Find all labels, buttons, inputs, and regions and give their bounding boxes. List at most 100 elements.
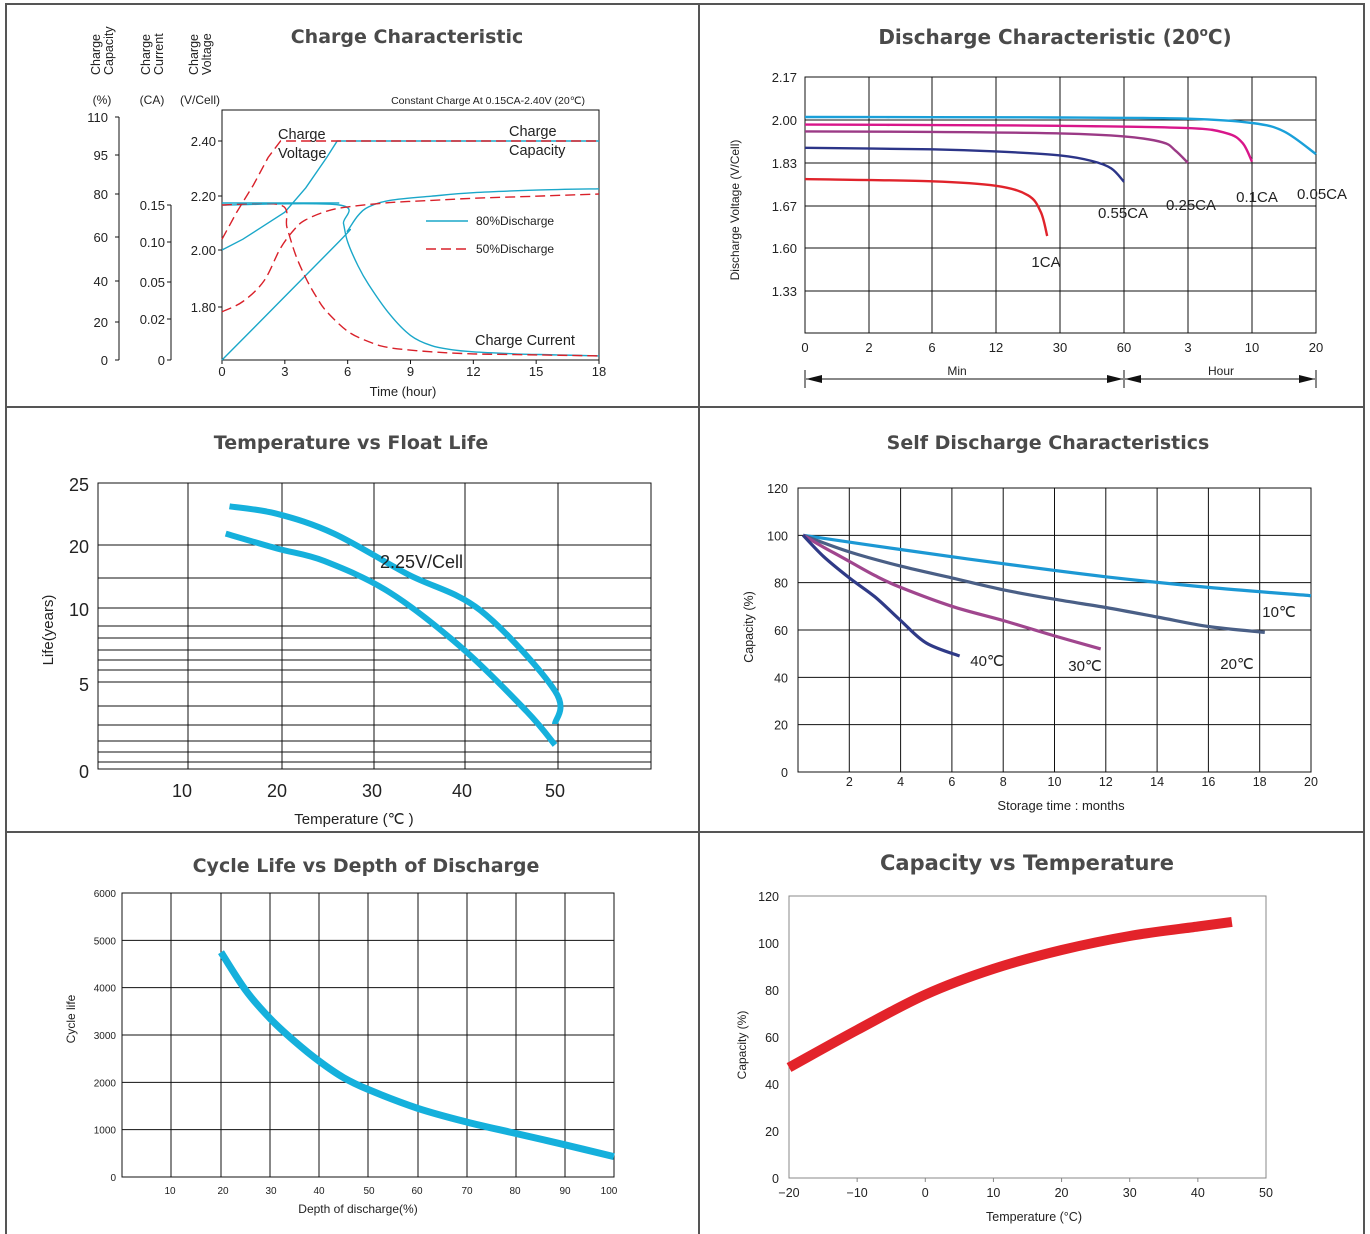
x-tick-label: 9 (407, 364, 414, 379)
x-tick-label: 2 (846, 775, 853, 789)
title-end: C) (1208, 25, 1232, 49)
x-tick-label: 4 (897, 775, 904, 789)
ylabel: Life(years) (40, 595, 57, 666)
x-tick-label: 70 (461, 1186, 473, 1197)
x-tick-label: 2 (865, 340, 872, 355)
x-tick-label: 40 (1191, 1186, 1205, 1200)
x-tick-label: 6 (948, 775, 955, 789)
axis-name-line: Charge (139, 34, 153, 75)
y-tick-label: 10 (69, 600, 89, 620)
x-tick-label: 50 (363, 1186, 375, 1197)
series-label: 30℃ (1068, 658, 1102, 675)
capacity-tick-label: 80 (94, 187, 108, 202)
series-line (786, 916, 1233, 1072)
x-tick-label: 0 (922, 1186, 929, 1200)
float-life-chart: Temperature vs Float Life Life(years) Te… (40, 432, 652, 828)
unit-current: (CA) (140, 93, 165, 107)
y-tick-label: 0 (772, 1172, 779, 1186)
title-main: Discharge Characteristic (20 (878, 25, 1199, 49)
series-line (804, 123, 1254, 163)
cycle-series (218, 950, 615, 1161)
series-label: 0.25CA (1166, 197, 1216, 214)
series-line (804, 130, 1189, 164)
arrow-head (1299, 375, 1315, 383)
arrow-head (806, 375, 822, 383)
x-tick-label: 18 (592, 364, 606, 379)
x-tick-label: 0 (801, 340, 808, 355)
capacity-temperature-chart: Capacity vs Temperature Capacity (%) Tem… (735, 851, 1273, 1224)
x-tick-label: 12 (1099, 775, 1113, 789)
series-line (221, 140, 599, 240)
y-tick-label: 5 (79, 675, 89, 695)
x-tick-label: 20 (267, 781, 287, 801)
x-tick-label: 50 (545, 781, 565, 801)
y-tick-label: 0 (110, 1173, 116, 1184)
ylabel: Cycle life (64, 994, 78, 1043)
range-label-min: Min (947, 364, 966, 378)
y-tick-label: 1000 (94, 1126, 117, 1137)
voltage-tick-label: 1.80 (191, 300, 216, 315)
x-tick-label: 10 (1245, 340, 1259, 355)
voltage-tick-label: 2.00 (191, 243, 216, 258)
xlabel: Temperature (°C) (986, 1210, 1082, 1224)
y-tick-label: 3000 (94, 1031, 117, 1042)
self-discharge-chart: Self Discharge Characteristics Capacity … (742, 432, 1318, 813)
condition-note: Constant Charge At 0.15CA-2.40V (20℃) (391, 95, 585, 107)
axis-name-2: ChargeVoltage (187, 33, 214, 75)
series-label: 0.1CA (1236, 189, 1278, 206)
x-tick-label: 6 (344, 364, 351, 379)
annotation-label: 2.25V/Cell (380, 552, 463, 572)
y-tick-label: 80 (765, 984, 779, 998)
title-degree: o (1200, 25, 1208, 39)
x-tick-label: 60 (1117, 340, 1131, 355)
arrow-head (1107, 375, 1123, 383)
self-axes: 120 100 80 60 40 20 0 2 4 6 8 10 12 14 16 18 20 (767, 482, 1318, 789)
voltage-tick-label: 2.40 (191, 134, 216, 149)
x-tick-label: 10 (1048, 775, 1062, 789)
plot-frame (221, 109, 600, 360)
cycle-axes: 6000 5000 4000 3000 2000 1000 0 10 20 30 40 50 60 70 8… (94, 889, 618, 1197)
series-label: 40℃ (970, 653, 1004, 670)
y-tick-label: 120 (767, 482, 788, 496)
axis-name-line: Current (152, 33, 166, 75)
series-line (221, 202, 600, 357)
unit-voltage: (V/Cell) (180, 93, 220, 107)
charge-annotations: Charge Voltage Charge Capacity Charge Curren… (278, 124, 575, 349)
y-tick-label: 1.67 (772, 199, 797, 214)
xlabel: Depth of discharge(%) (298, 1202, 417, 1216)
y-tick-label: 1.60 (772, 241, 797, 256)
annotation-charge-voltage: Charge Voltage (278, 127, 326, 162)
y-tick-label: 80 (774, 577, 788, 591)
current-tick-label: 0.15 (140, 198, 165, 213)
x-tick-label: 6 (928, 340, 935, 355)
capacity-tick-label: 20 (94, 315, 108, 330)
series-label: 20℃ (1220, 656, 1254, 673)
axis-name-line: Voltage (200, 33, 214, 75)
x-tick-label: 20 (1309, 340, 1323, 355)
axis-name-0: ChargeCapacity (89, 26, 116, 75)
capacity-tick-label: 95 (94, 148, 108, 163)
x-tick-label: 20 (217, 1186, 229, 1197)
y-tick-label: 2000 (94, 1078, 117, 1089)
legend-label-80: 80%Discharge (476, 214, 554, 228)
y-tick-label: 6000 (94, 889, 117, 900)
arrow-head (1125, 375, 1141, 383)
x-tick-label: 90 (559, 1186, 571, 1197)
y-tick-label: 0 (79, 762, 89, 782)
x-tick-label: 10 (172, 781, 192, 801)
y-tick-label: 20 (774, 719, 788, 733)
annotation-charge-current: Charge Current (475, 333, 575, 349)
y-tick-label: 120 (758, 890, 779, 904)
series-line (221, 202, 600, 357)
x-tick-label: 30 (265, 1186, 277, 1197)
series-line (802, 533, 1265, 634)
x-tick-label: 40 (452, 781, 472, 801)
range-label-hour: Hour (1208, 364, 1234, 378)
current-tick-label: 0.02 (140, 312, 165, 327)
current-tick-label: 0.05 (140, 275, 165, 290)
unit-capacity: (%) (93, 93, 112, 107)
x-tick-label: 30 (362, 781, 382, 801)
series-line (229, 503, 564, 725)
chart-title: Discharge Characteristic (20oC) (878, 25, 1231, 49)
